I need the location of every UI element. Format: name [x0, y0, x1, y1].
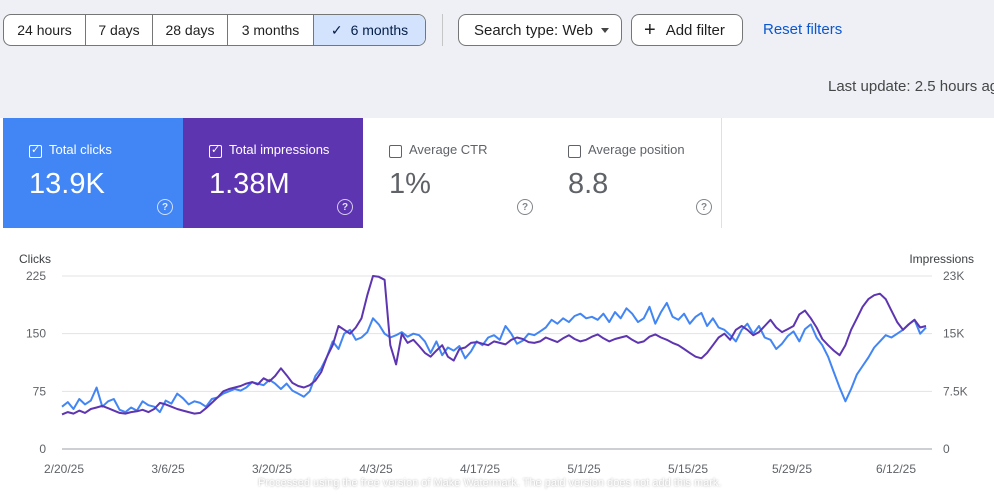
x-tick-label: 6/12/25: [876, 462, 916, 476]
metric-value: 8.8: [568, 168, 609, 200]
watermark-text: Processed using the free version of Make…: [258, 477, 722, 489]
left-tick-label: 150: [26, 327, 46, 341]
performance-panel: ✓ Total clicks 13.9K ? ✓ Total impressio…: [0, 118, 994, 501]
help-icon[interactable]: ?: [696, 199, 712, 215]
metric-label: Average position: [588, 142, 685, 157]
metric-label: Average CTR: [409, 142, 488, 157]
left-tick-label: 225: [26, 269, 46, 283]
x-tick-label: 5/29/25: [772, 462, 812, 476]
x-tick-label: 4/3/25: [359, 462, 393, 476]
range-28-days[interactable]: 28 days: [153, 15, 228, 45]
left-axis-title: Clicks: [19, 252, 51, 266]
x-tick-label: 3/6/25: [151, 462, 185, 476]
search-type-dropdown[interactable]: Search type: Web: [458, 14, 622, 46]
right-axis-title: Impressions: [909, 252, 974, 266]
plus-icon: +: [644, 19, 656, 41]
x-tick-label: 5/15/25: [668, 462, 708, 476]
help-icon[interactable]: ?: [157, 199, 173, 215]
checkbox-checked-icon[interactable]: ✓: [29, 144, 42, 158]
checkbox-unchecked-icon[interactable]: [389, 145, 402, 158]
clicks-series-line: [61, 301, 927, 414]
left-tick-label: 75: [33, 384, 47, 398]
right-tick-label: 7.5K: [943, 384, 968, 398]
check-icon: ✓: [330, 21, 343, 38]
performance-chart: Clicks Impressions 225 23K 150 15K 75 7.5K 0 0 2/2…: [19, 252, 974, 476]
x-tick-label: 2/20/25: [44, 462, 84, 476]
metric-value: 13.9K: [29, 168, 105, 200]
metric-value: 1%: [389, 168, 431, 200]
range-24-hours[interactable]: 24 hours: [4, 15, 86, 45]
date-range-selector: 24 hours 7 days 28 days 3 months ✓ 6 mon…: [3, 14, 426, 46]
caret-down-icon: [601, 28, 609, 33]
range-3-months[interactable]: 3 months: [228, 15, 314, 45]
add-filter-button[interactable]: + Add filter: [631, 14, 743, 46]
help-icon[interactable]: ?: [517, 199, 533, 215]
left-tick-label: 0: [39, 442, 46, 456]
metric-label: Total impressions: [229, 142, 330, 157]
right-tick-label: 23K: [943, 269, 964, 283]
right-tick-label: 0: [943, 442, 950, 456]
metric-value: 1.38M: [209, 168, 290, 200]
right-tick-label: 15K: [943, 327, 964, 341]
range-6-months[interactable]: ✓ 6 months: [314, 15, 425, 45]
toolbar-divider: [442, 14, 443, 46]
metric-card-average-position[interactable]: Average position 8.8 ?: [542, 118, 722, 228]
checkbox-unchecked-icon[interactable]: [568, 145, 581, 158]
range-7-days[interactable]: 7 days: [86, 15, 153, 45]
metric-card-total-clicks[interactable]: ✓ Total clicks 13.9K ?: [3, 118, 183, 228]
x-tick-label: 4/17/25: [460, 462, 500, 476]
toolbar: 24 hours 7 days 28 days 3 months ✓ 6 mon…: [0, 0, 994, 60]
checkbox-checked-icon[interactable]: ✓: [209, 144, 222, 158]
metric-label: Total clicks: [49, 142, 112, 157]
reset-filters-link[interactable]: Reset filters: [763, 21, 843, 38]
x-tick-label: 3/20/25: [252, 462, 292, 476]
impressions-series-line: [61, 275, 927, 416]
x-tick-label: 5/1/25: [567, 462, 601, 476]
metric-card-total-impressions[interactable]: ✓ Total impressions 1.38M ?: [183, 118, 363, 228]
help-icon[interactable]: ?: [337, 199, 353, 215]
last-update: Last update: 2.5 hours ago: [828, 78, 994, 95]
metric-card-average-ctr[interactable]: Average CTR 1% ?: [363, 118, 543, 228]
